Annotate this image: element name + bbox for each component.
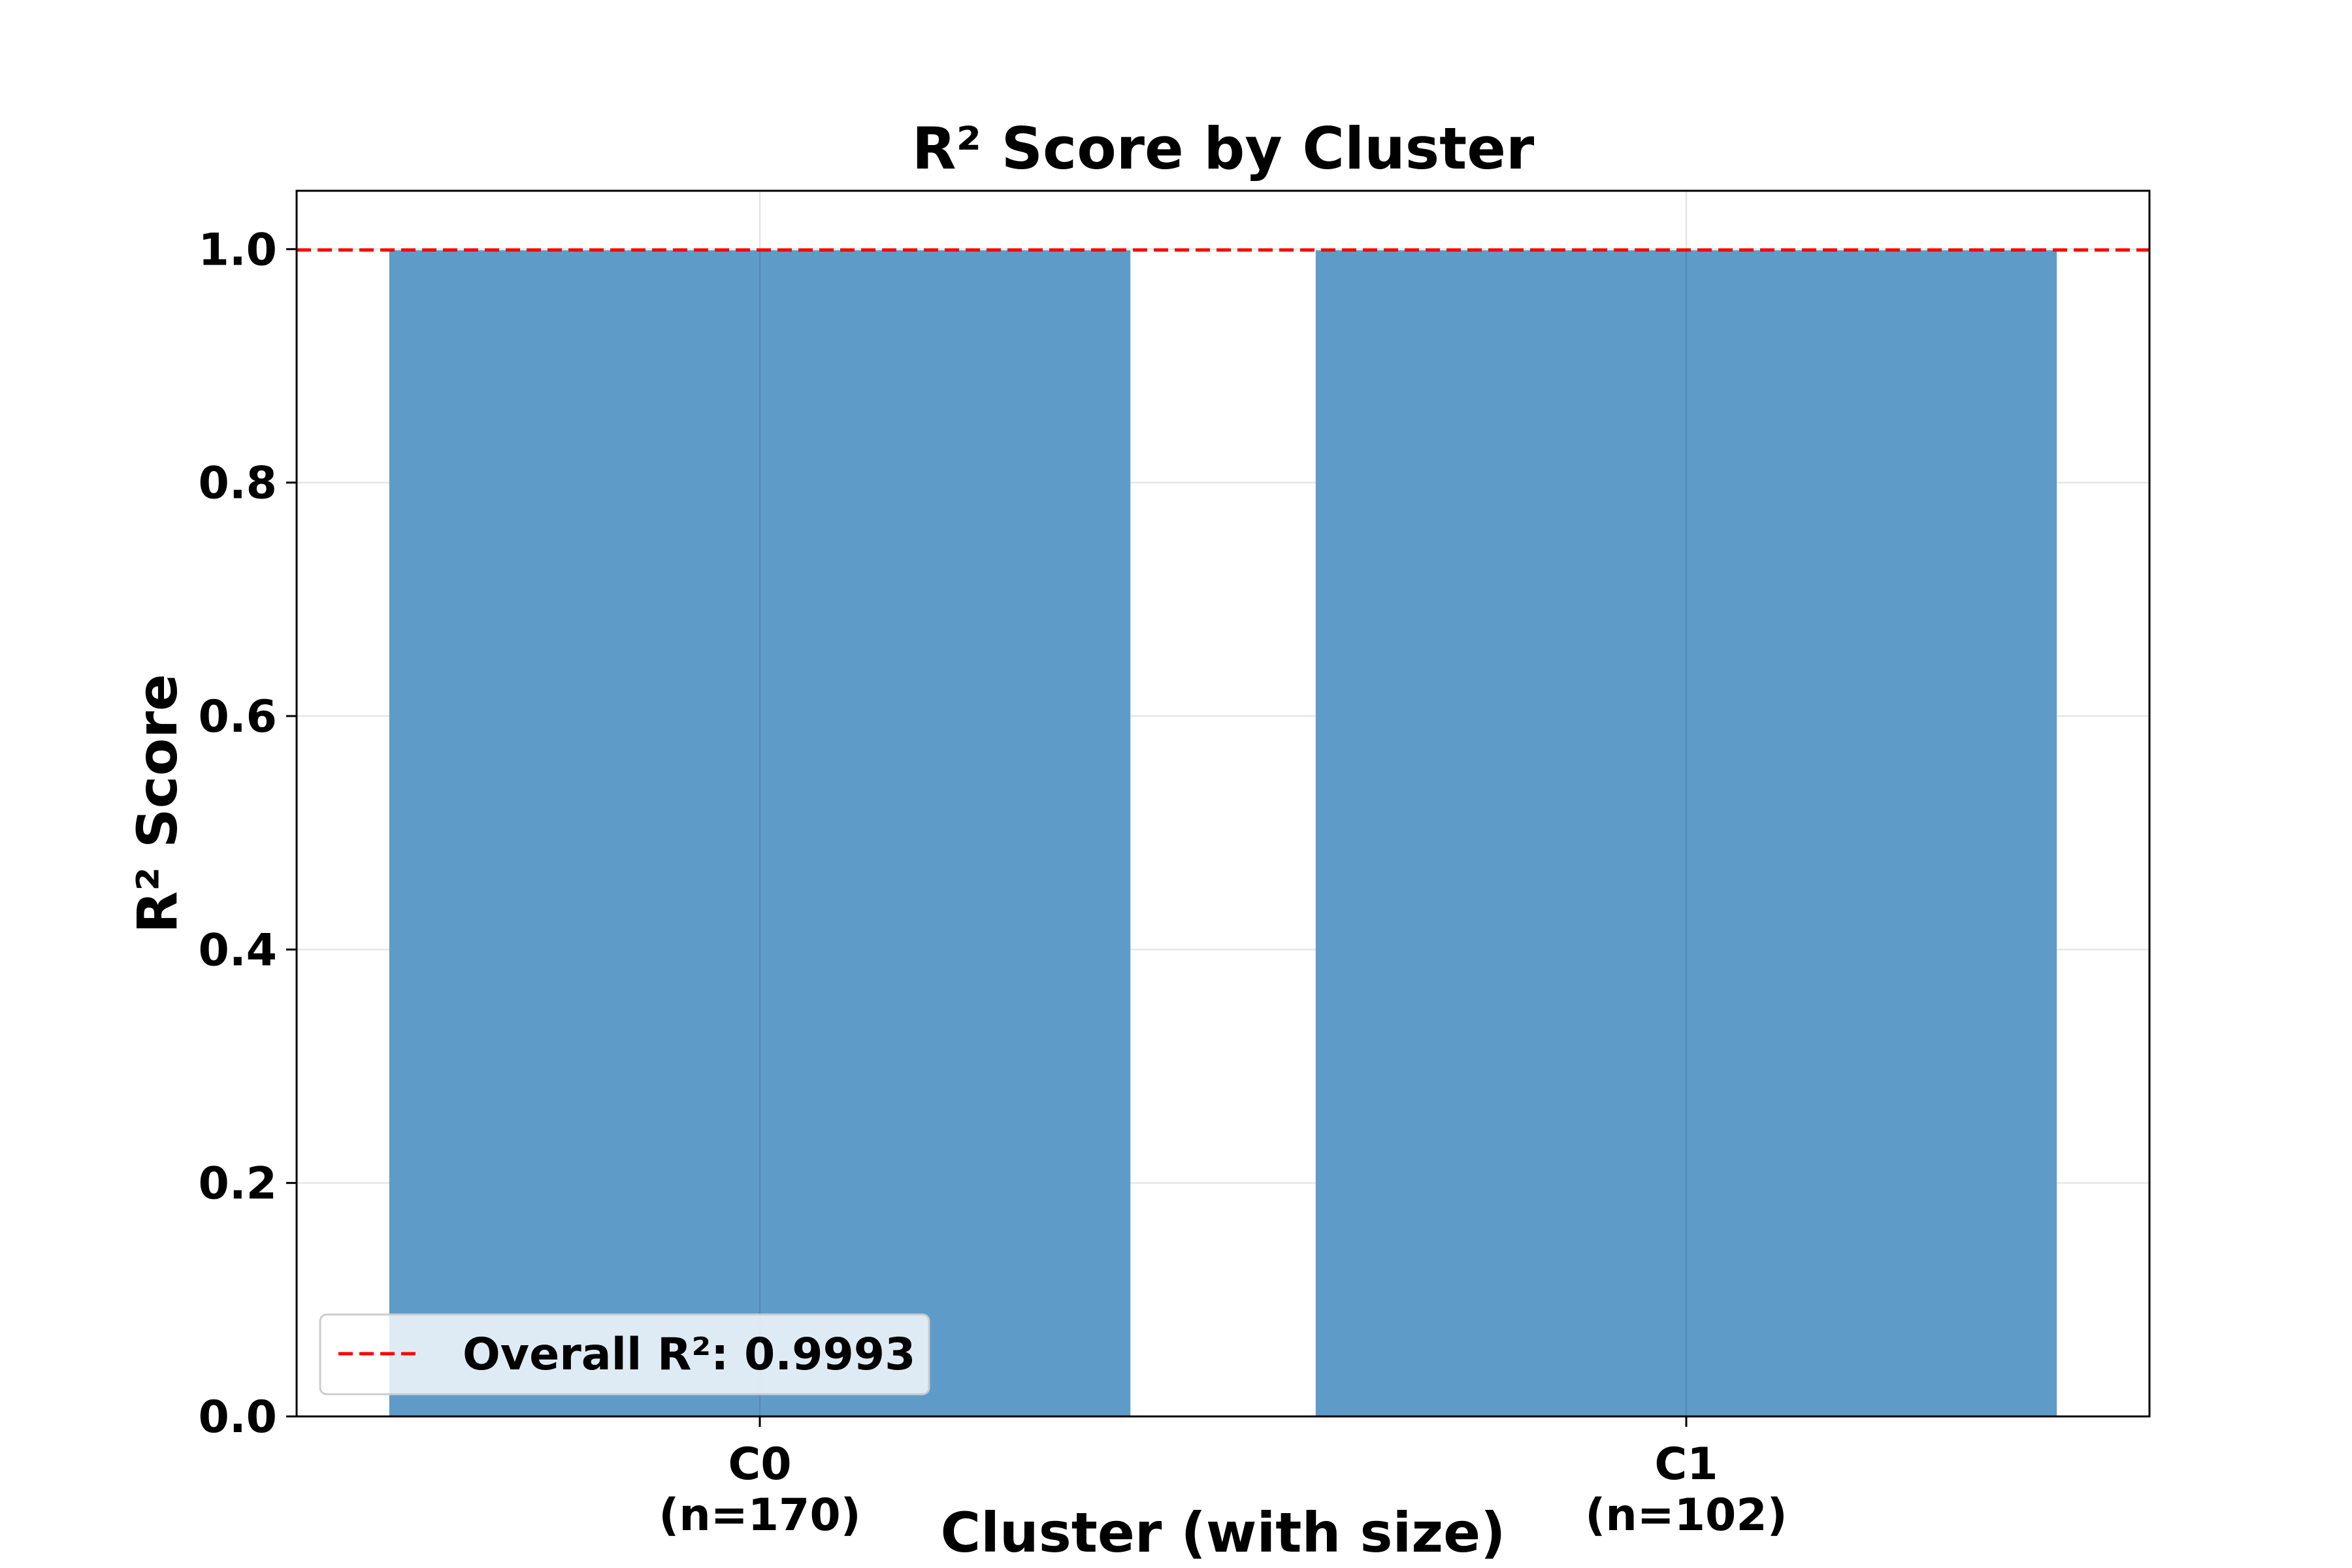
y-tick-label: 0.6 [199,691,277,743]
bar-c1 [1315,250,2057,1416]
x-tick-size-label-c1: (n=102) [1585,1490,1788,1541]
y-tick-label: 0.0 [199,1392,277,1443]
plot-frame [295,189,2151,1418]
x-axis: C0(n=170) C1(n=102) [659,1416,1788,1541]
chart-title: R² Score by Cluster [912,115,1535,182]
bar-c0 [389,250,1131,1416]
legend: Overall R²: 0.9993 [319,1313,930,1396]
y-axis-label: R² Score [125,674,189,933]
y-tick-label: 1.0 [199,224,277,276]
legend-label: Overall R²: 0.9993 [463,1329,915,1380]
y-tick-label: 0.8 [199,458,277,510]
legend-box [319,1313,930,1396]
x-tick-size-label-c0: (n=170) [659,1490,861,1541]
y-axis: 0.0 0.2 0.4 0.6 0.8 1.0 [199,224,297,1443]
x-tick-label-c0: C0 [728,1439,791,1490]
y-tick-label: 0.4 [199,924,277,976]
x-tick-label-c1: C1 [1654,1439,1718,1490]
y-tick-label: 0.2 [199,1158,277,1210]
x-axis-label: Cluster (with size) [940,1501,1505,1565]
bars-layer [389,250,2057,1416]
